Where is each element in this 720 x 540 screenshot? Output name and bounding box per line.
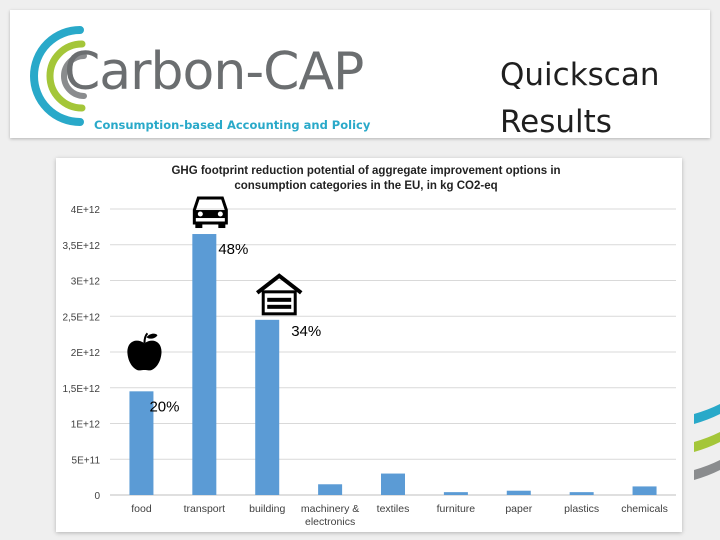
- chart-title: GHG footprint reduction potential of agg…: [56, 164, 676, 194]
- car-icon: [192, 196, 228, 229]
- bar-textiles: [381, 473, 405, 495]
- y-tick-label: 2,5E+12: [62, 312, 100, 323]
- chart-panel: GHG footprint reduction potential of agg…: [56, 158, 682, 532]
- slide-header: Carbon-CAP Consumption-based Accounting …: [10, 10, 710, 140]
- chart-title-line1: GHG footprint reduction potential of agg…: [171, 165, 561, 177]
- bar-chart: 0 5E+11 1E+12 1,5E+12 2E+12 2,5E+12 3E+12 3,5E+…: [62, 196, 676, 528]
- bar-transport: [192, 234, 217, 495]
- slide-title-line2: Results: [500, 104, 612, 140]
- bar-food: [129, 391, 154, 495]
- slide-title-line1: Quickscan: [500, 57, 660, 93]
- bar-chemicals: [632, 486, 657, 495]
- apple-icon: [127, 332, 162, 371]
- bar-plastics: [569, 492, 594, 495]
- logo-text: Carbon-CAP: [64, 42, 364, 102]
- y-tick-label: 3,5E+12: [62, 241, 100, 252]
- y-tick-label: 0: [94, 491, 100, 502]
- carbon-cap-logo: Carbon-CAP Consumption-based Accounting …: [22, 18, 382, 138]
- bar-machinery-electronics: [318, 484, 343, 495]
- y-tick-label: 2E+12: [71, 348, 101, 359]
- x-tick-label: chemicals: [621, 503, 668, 515]
- x-tick-label: transport: [184, 503, 226, 515]
- slide-title: Quickscan Results: [500, 52, 660, 146]
- logo-arcs-icon: [30, 26, 87, 126]
- bar-furniture: [443, 492, 468, 495]
- decorative-stripes: [694, 404, 720, 480]
- y-tick-label: 5E+11: [72, 455, 101, 466]
- x-tick-label: food: [131, 503, 152, 515]
- x-tick-label: plastics: [564, 503, 599, 515]
- house-icon: [255, 273, 303, 316]
- y-tick-label: 1E+12: [71, 420, 101, 431]
- data-label-building: 34%: [291, 323, 321, 340]
- y-tick-label: 3E+12: [71, 277, 101, 288]
- x-tick-label: machinery &: [301, 503, 359, 515]
- x-tick-label: electronics: [305, 516, 355, 528]
- x-tick-label: building: [249, 503, 285, 515]
- bar-building: [255, 319, 280, 495]
- x-tick-label: paper: [505, 503, 532, 515]
- y-tick-label: 4E+12: [71, 205, 101, 216]
- x-tick-label: furniture: [437, 503, 476, 515]
- x-tick-label: textiles: [377, 503, 410, 515]
- data-label-food: 20%: [149, 398, 179, 415]
- logo-tagline: Consumption-based Accounting and Policy: [94, 118, 371, 132]
- y-tick-label: 1,5E+12: [62, 384, 100, 395]
- bar-paper: [506, 490, 531, 495]
- data-label-transport: 48%: [218, 241, 248, 258]
- chart-title-line2: consumption categories in the EU, in kg …: [234, 180, 498, 192]
